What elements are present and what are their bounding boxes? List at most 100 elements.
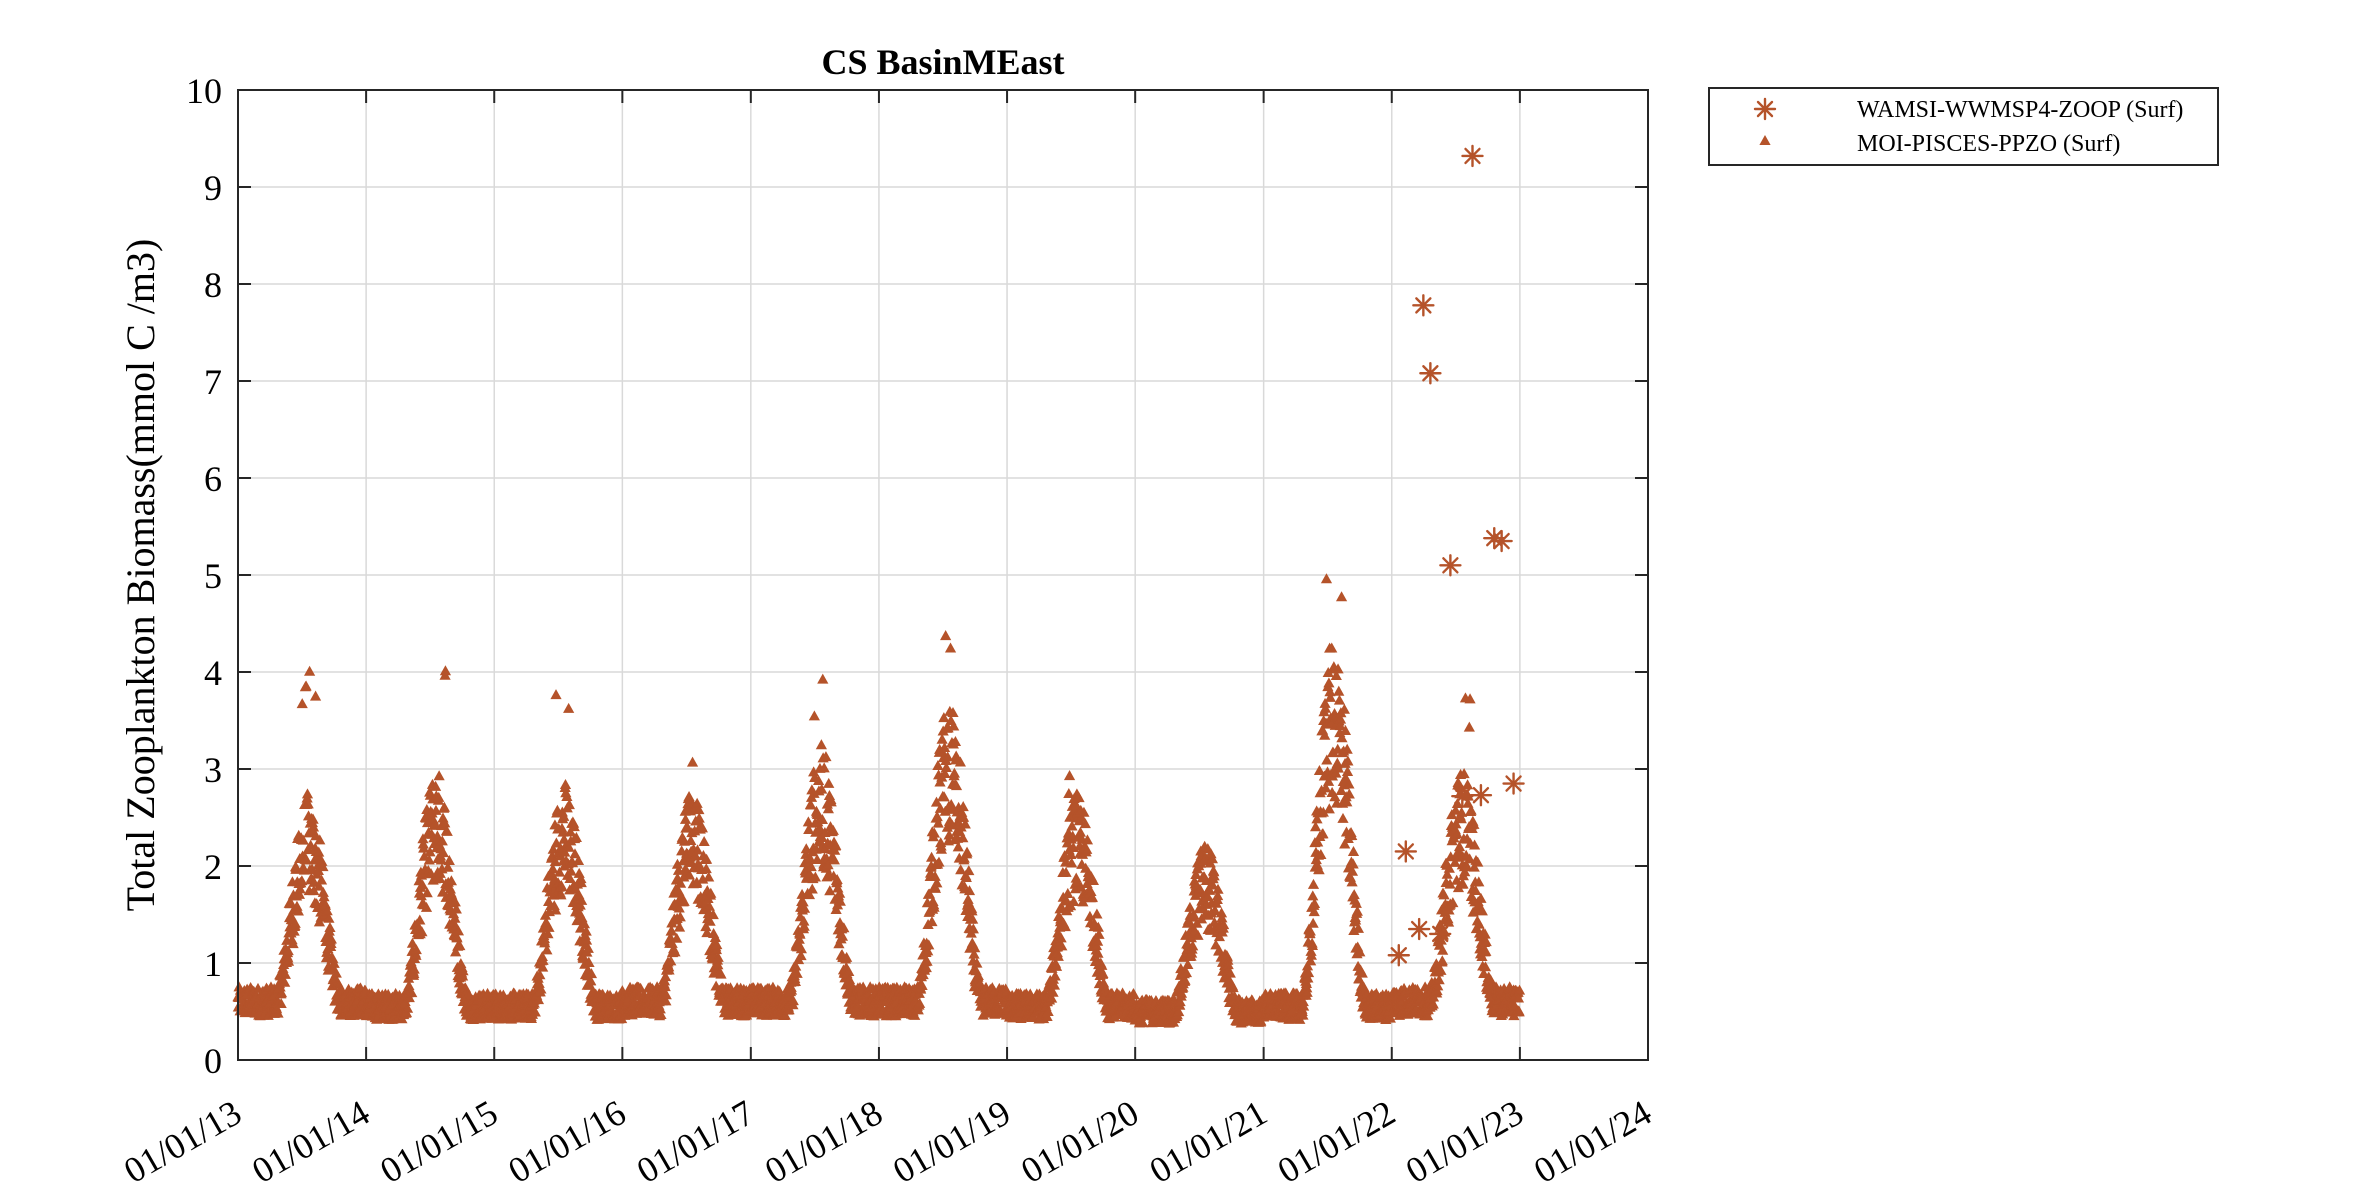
moi-point [1333, 685, 1345, 696]
moi-point [1060, 866, 1072, 877]
moi-point [665, 925, 678, 936]
moi-point [421, 887, 433, 898]
moi-point [805, 861, 817, 872]
moi-point [711, 939, 723, 950]
moi-point [1087, 875, 1100, 886]
moi-point [1473, 918, 1485, 929]
moi-point [785, 984, 798, 995]
y-tick-label: 4 [204, 653, 222, 693]
moi-point [454, 940, 466, 951]
moi-point [1075, 811, 1088, 822]
moi-point [580, 934, 593, 945]
moi-point [659, 971, 672, 982]
moi-point [430, 804, 442, 815]
moi-point [559, 778, 572, 790]
moi-point [328, 957, 340, 968]
moi-point [1319, 729, 1331, 740]
moi-point [1312, 836, 1324, 847]
moi-point [923, 888, 936, 899]
moi-point [803, 889, 816, 900]
x-tick-label: 01/01/22 [1271, 1092, 1402, 1181]
moi-point [1431, 985, 1443, 996]
x-tick-label: 01/01/15 [373, 1092, 504, 1181]
asterisk-stroke [1432, 925, 1449, 943]
moi-point [1307, 890, 1319, 901]
moi-point [812, 774, 825, 785]
moi-point [940, 630, 952, 641]
moi-point [1460, 860, 1473, 871]
moi-point [1092, 947, 1104, 958]
moi-point [300, 680, 312, 691]
moi-point [313, 880, 325, 891]
moi-point [804, 852, 816, 863]
moi-point [1432, 980, 1444, 991]
moi-point [950, 780, 963, 791]
moi-point [824, 885, 836, 896]
moi-point [800, 843, 812, 854]
asterisk-stroke [1493, 532, 1510, 550]
legend-marker-asterisk [1753, 97, 1777, 121]
moi-point [948, 767, 961, 778]
moi-point [539, 937, 551, 948]
moi-point [1317, 828, 1329, 839]
moi-point [678, 895, 690, 906]
moi-point [963, 885, 976, 896]
moi-point [1458, 768, 1470, 779]
asterisk-stroke [1442, 557, 1459, 574]
moi-point [833, 938, 845, 949]
moi-point [417, 879, 429, 890]
moi-point [1298, 1000, 1310, 1011]
wamsi-point [1412, 294, 1435, 317]
moi-point [1450, 804, 1462, 815]
moi-point [1079, 818, 1091, 829]
wamsi-point [1419, 362, 1442, 385]
moi-point [1128, 989, 1140, 1000]
moi-point [938, 741, 951, 752]
moi-point [789, 975, 802, 986]
moi-point [313, 846, 325, 857]
moi-point [451, 932, 463, 943]
moi-point [933, 856, 945, 867]
x-tick-label: 01/01/16 [501, 1092, 632, 1181]
moi-point [1341, 743, 1353, 754]
moi-point [686, 756, 699, 767]
moi-point [959, 818, 971, 829]
moi-point [1175, 987, 1188, 998]
moi-point [1436, 955, 1448, 966]
moi-point [1453, 841, 1466, 852]
moi-point [1323, 677, 1335, 688]
legend-triangle [1759, 134, 1771, 145]
moi-point [534, 969, 546, 980]
moi-point [1218, 919, 1230, 930]
moi-point [948, 720, 960, 731]
moi-point [1463, 721, 1475, 732]
moi-point [779, 1009, 791, 1020]
wamsi-point [1502, 772, 1525, 795]
moi-point [1461, 779, 1474, 790]
moi-point [437, 847, 449, 858]
wamsi-point [1429, 922, 1452, 946]
moi-point [1341, 796, 1353, 807]
moi-point [691, 844, 704, 855]
moi-point [292, 905, 304, 916]
moi-point [430, 780, 442, 791]
moi-point [1443, 916, 1455, 927]
moi-point [665, 955, 677, 966]
moi-point [961, 846, 973, 857]
moi-point [966, 905, 978, 916]
data-layer [232, 144, 1526, 1028]
moi-point [550, 837, 562, 848]
x-tick-label: 01/01/13 [117, 1092, 248, 1181]
moi-point [550, 904, 562, 915]
moi-point [1421, 1010, 1434, 1021]
moi-point [435, 854, 447, 865]
chart-title: CS BasinMEast [821, 42, 1064, 82]
moi-point [1468, 818, 1480, 829]
legend: WAMSI-WWMSP4-ZOOP (Surf) MOI-PISCES-PPZO… [1708, 87, 2219, 166]
moi-point [971, 957, 983, 968]
moi-point [1304, 925, 1316, 936]
moi-point [532, 994, 545, 1005]
moi-point [698, 835, 710, 846]
moi-point [542, 928, 554, 939]
moi-point [1074, 826, 1087, 837]
